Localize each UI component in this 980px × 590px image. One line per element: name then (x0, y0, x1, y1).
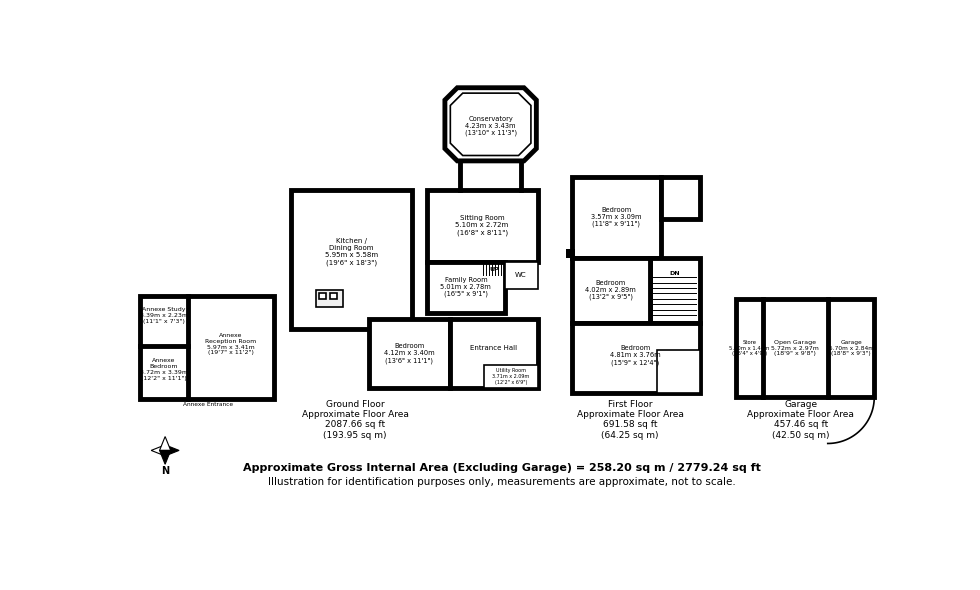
Bar (317, 290, 343, 307)
Text: Annexe
Bedroom
3.72m x 3.39m
(12'2" x 11'1"): Annexe Bedroom 3.72m x 3.39m (12'2" x 11… (139, 358, 187, 381)
Text: Ground Floor
Approximate Floor Area
2087.66 sq ft
(193.95 sq m): Ground Floor Approximate Floor Area 2087… (302, 399, 409, 440)
Text: WC: WC (515, 272, 526, 278)
Text: Entrance Hall: Entrance Hall (470, 345, 517, 351)
Text: Bedroom
4.02m x 2.89m
(13'2" x 9'5"): Bedroom 4.02m x 2.89m (13'2" x 9'5") (585, 280, 636, 300)
Bar (330, 293, 337, 300)
Bar (319, 293, 326, 300)
Bar (662, 177, 700, 219)
Polygon shape (160, 437, 171, 450)
Text: N: N (161, 466, 170, 476)
Text: Bedroom
4.81m x 3.76m
(15'9" x 12'4"): Bedroom 4.81m x 3.76m (15'9" x 12'4") (611, 346, 661, 366)
Bar (368, 319, 451, 388)
Bar (291, 190, 412, 329)
Text: Illustration for identification purposes only, measurements are approximate, not: Illustration for identification purposes… (269, 477, 736, 487)
Bar (427, 190, 538, 262)
Text: Open Garage
5.72m x 2.97m
(18'9" x 9'8"): Open Garage 5.72m x 2.97m (18'9" x 9'8") (771, 340, 819, 356)
Bar (427, 262, 505, 313)
Bar (572, 323, 700, 393)
Text: Annexe
Reception Room
5.97m x 3.41m
(19'7" x 11'2"): Annexe Reception Room 5.97m x 3.41m (19'… (206, 333, 257, 355)
Bar (572, 177, 662, 258)
Bar (736, 299, 874, 397)
Text: Annexe Entrance: Annexe Entrance (182, 402, 233, 407)
Bar (451, 319, 538, 388)
Bar (572, 258, 650, 323)
Polygon shape (151, 445, 165, 456)
Bar (139, 296, 274, 399)
Text: Garage
5.70m x 2.84m
(18'8" x 9'3"): Garage 5.70m x 2.84m (18'8" x 9'3") (828, 340, 873, 356)
Polygon shape (160, 450, 171, 464)
Polygon shape (165, 445, 179, 456)
Text: Sitting Room
5.10m x 2.72m
(16'8" x 8'11"): Sitting Room 5.10m x 2.72m (16'8" x 8'11… (456, 215, 509, 236)
Text: First Floor
Approximate Floor Area
691.58 sq ft
(64.25 sq m): First Floor Approximate Floor Area 691.5… (576, 399, 684, 440)
Text: Kitchen /
Dining Room
5.95m x 5.58m
(19'6" x 18'3"): Kitchen / Dining Room 5.95m x 5.58m (19'… (324, 238, 377, 266)
Text: Bedroom
3.57m x 3.09m
(11'8" x 9'11"): Bedroom 3.57m x 3.09m (11'8" x 9'11") (591, 207, 642, 227)
Bar (565, 248, 575, 258)
Text: Family Room
5.01m x 2.78m
(16'5" x 9'1"): Family Room 5.01m x 2.78m (16'5" x 9'1") (440, 277, 491, 297)
Text: DN: DN (669, 271, 679, 276)
Text: Conservatory
4.23m x 3.43m
(13'10" x 11'3"): Conservatory 4.23m x 3.43m (13'10" x 11'… (465, 116, 516, 136)
Bar (505, 262, 538, 289)
Text: Approximate Gross Internal Area (Excluding Garage) = 258.20 sq m / 2779.24 sq ft: Approximate Gross Internal Area (Excludi… (243, 463, 761, 473)
Text: UP: UP (490, 267, 500, 272)
Text: Store
5.00m x 1.44m
(16'4" x 4'9"): Store 5.00m x 1.44m (16'4" x 4'9") (729, 340, 769, 356)
Polygon shape (445, 88, 536, 161)
Text: Garage
Approximate Floor Area
457.46 sq ft
(42.50 sq m): Garage Approximate Floor Area 457.46 sq … (747, 399, 854, 440)
Bar (658, 350, 700, 393)
Bar (484, 365, 538, 388)
Text: Utility Room
3.71m x 2.09m
(12'2" x 6'9"): Utility Room 3.71m x 2.09m (12'2" x 6'9"… (492, 368, 529, 385)
Bar (650, 258, 700, 323)
Text: Bedroom
4.12m x 3.40m
(13'6" x 11'1"): Bedroom 4.12m x 3.40m (13'6" x 11'1") (384, 343, 434, 363)
Text: Annexe Study
3.39m x 2.23m
(11'1" x 7'3"): Annexe Study 3.39m x 2.23m (11'1" x 7'3"… (139, 307, 187, 324)
